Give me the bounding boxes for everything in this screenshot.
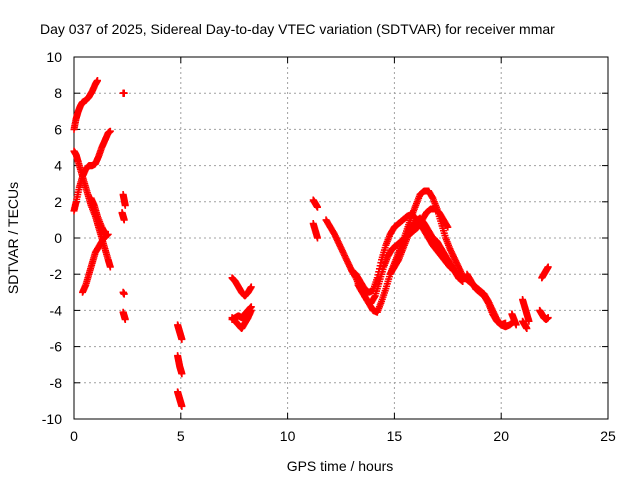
data-point bbox=[525, 317, 533, 325]
chart-title: Day 037 of 2025, Sidereal Day-to-day VTE… bbox=[40, 21, 555, 37]
data-point bbox=[93, 77, 101, 85]
data-point bbox=[178, 402, 186, 410]
y-tick-label: -6 bbox=[50, 339, 63, 355]
data-point bbox=[544, 263, 552, 271]
y-tick-label: 4 bbox=[54, 158, 62, 174]
x-tick-label: 25 bbox=[600, 428, 616, 444]
data-point bbox=[121, 201, 129, 209]
data-point bbox=[120, 290, 128, 298]
y-tick-label: -8 bbox=[50, 375, 63, 391]
x-tick-label: 15 bbox=[387, 428, 403, 444]
data-point bbox=[314, 234, 322, 242]
data-point bbox=[121, 315, 129, 323]
data-point bbox=[102, 230, 110, 238]
x-axis-label: GPS time / hours bbox=[287, 458, 394, 474]
y-tick-label: -4 bbox=[50, 302, 63, 318]
data-points bbox=[70, 77, 552, 410]
data-point bbox=[106, 263, 114, 271]
data-point bbox=[523, 325, 531, 332]
data-point bbox=[444, 223, 452, 231]
data-point bbox=[247, 303, 255, 311]
data-point bbox=[544, 314, 552, 322]
y-tick-label: 0 bbox=[54, 230, 62, 246]
data-point bbox=[178, 370, 186, 378]
data-point bbox=[120, 89, 128, 97]
y-tick-label: 10 bbox=[46, 49, 62, 65]
data-point bbox=[247, 283, 255, 291]
x-tick-label: 10 bbox=[280, 428, 296, 444]
y-tick-label: -10 bbox=[42, 411, 62, 427]
y-tick-label: 2 bbox=[54, 194, 62, 210]
y-tick-label: 8 bbox=[54, 85, 62, 101]
x-tick-label: 5 bbox=[177, 428, 185, 444]
data-point bbox=[106, 127, 114, 135]
data-point bbox=[512, 321, 520, 329]
grid bbox=[74, 57, 608, 419]
x-tick-label: 0 bbox=[70, 428, 78, 444]
data-point bbox=[314, 203, 322, 211]
data-point bbox=[178, 335, 186, 343]
x-axis-ticks: 0 5 10 15 20 25 bbox=[70, 57, 616, 444]
data-point bbox=[501, 319, 509, 327]
y-axis-ticks: -10 -8 -6 -4 -2 0 2 4 6 8 10 bbox=[42, 49, 608, 427]
x-tick-label: 20 bbox=[493, 428, 509, 444]
data-point bbox=[459, 277, 467, 285]
y-tick-label: 6 bbox=[54, 121, 62, 137]
data-point bbox=[120, 216, 128, 224]
y-tick-label: -2 bbox=[50, 266, 63, 282]
y-axis-label: SDTVAR / TECUs bbox=[5, 182, 21, 294]
